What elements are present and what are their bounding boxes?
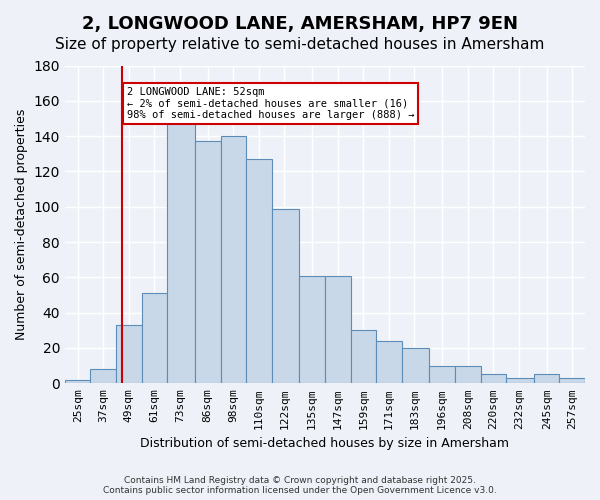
Bar [325, 276, 350, 384]
Text: Contains HM Land Registry data © Crown copyright and database right 2025.
Contai: Contains HM Land Registry data © Crown c… [103, 476, 497, 495]
Bar [91, 369, 116, 384]
Bar [299, 276, 325, 384]
Bar [116, 325, 142, 384]
Bar [376, 341, 401, 384]
Bar [195, 142, 221, 384]
Text: 2 LONGWOOD LANE: 52sqm
← 2% of semi-detached houses are smaller (16)
98% of semi: 2 LONGWOOD LANE: 52sqm ← 2% of semi-deta… [127, 86, 414, 120]
Bar [272, 208, 299, 384]
Bar [559, 378, 585, 384]
X-axis label: Distribution of semi-detached houses by size in Amersham: Distribution of semi-detached houses by … [140, 437, 509, 450]
Bar [246, 159, 272, 384]
Text: Size of property relative to semi-detached houses in Amersham: Size of property relative to semi-detach… [55, 38, 545, 52]
Bar [481, 374, 506, 384]
Bar [430, 366, 455, 384]
Bar [585, 380, 600, 384]
Bar [142, 294, 167, 384]
Y-axis label: Number of semi-detached properties: Number of semi-detached properties [15, 108, 28, 340]
Text: 2, LONGWOOD LANE, AMERSHAM, HP7 9EN: 2, LONGWOOD LANE, AMERSHAM, HP7 9EN [82, 15, 518, 33]
Bar [350, 330, 376, 384]
Bar [455, 366, 481, 384]
Bar [65, 380, 91, 384]
Bar [167, 115, 195, 384]
Bar [506, 378, 534, 384]
Bar [401, 348, 430, 384]
Bar [534, 374, 559, 384]
Bar [221, 136, 246, 384]
